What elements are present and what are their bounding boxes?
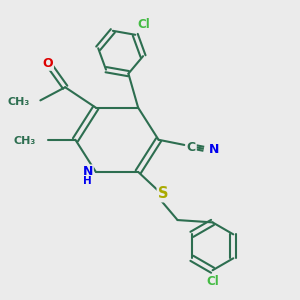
Text: O: O <box>42 57 53 70</box>
Text: N: N <box>82 165 93 178</box>
Text: CH₃: CH₃ <box>13 136 35 146</box>
Text: Cl: Cl <box>206 275 219 288</box>
Text: H: H <box>83 176 92 186</box>
Text: N: N <box>208 143 219 156</box>
Text: S: S <box>158 186 168 201</box>
Text: C: C <box>187 141 196 154</box>
Text: Cl: Cl <box>137 18 150 31</box>
Text: CH₃: CH₃ <box>7 97 29 107</box>
